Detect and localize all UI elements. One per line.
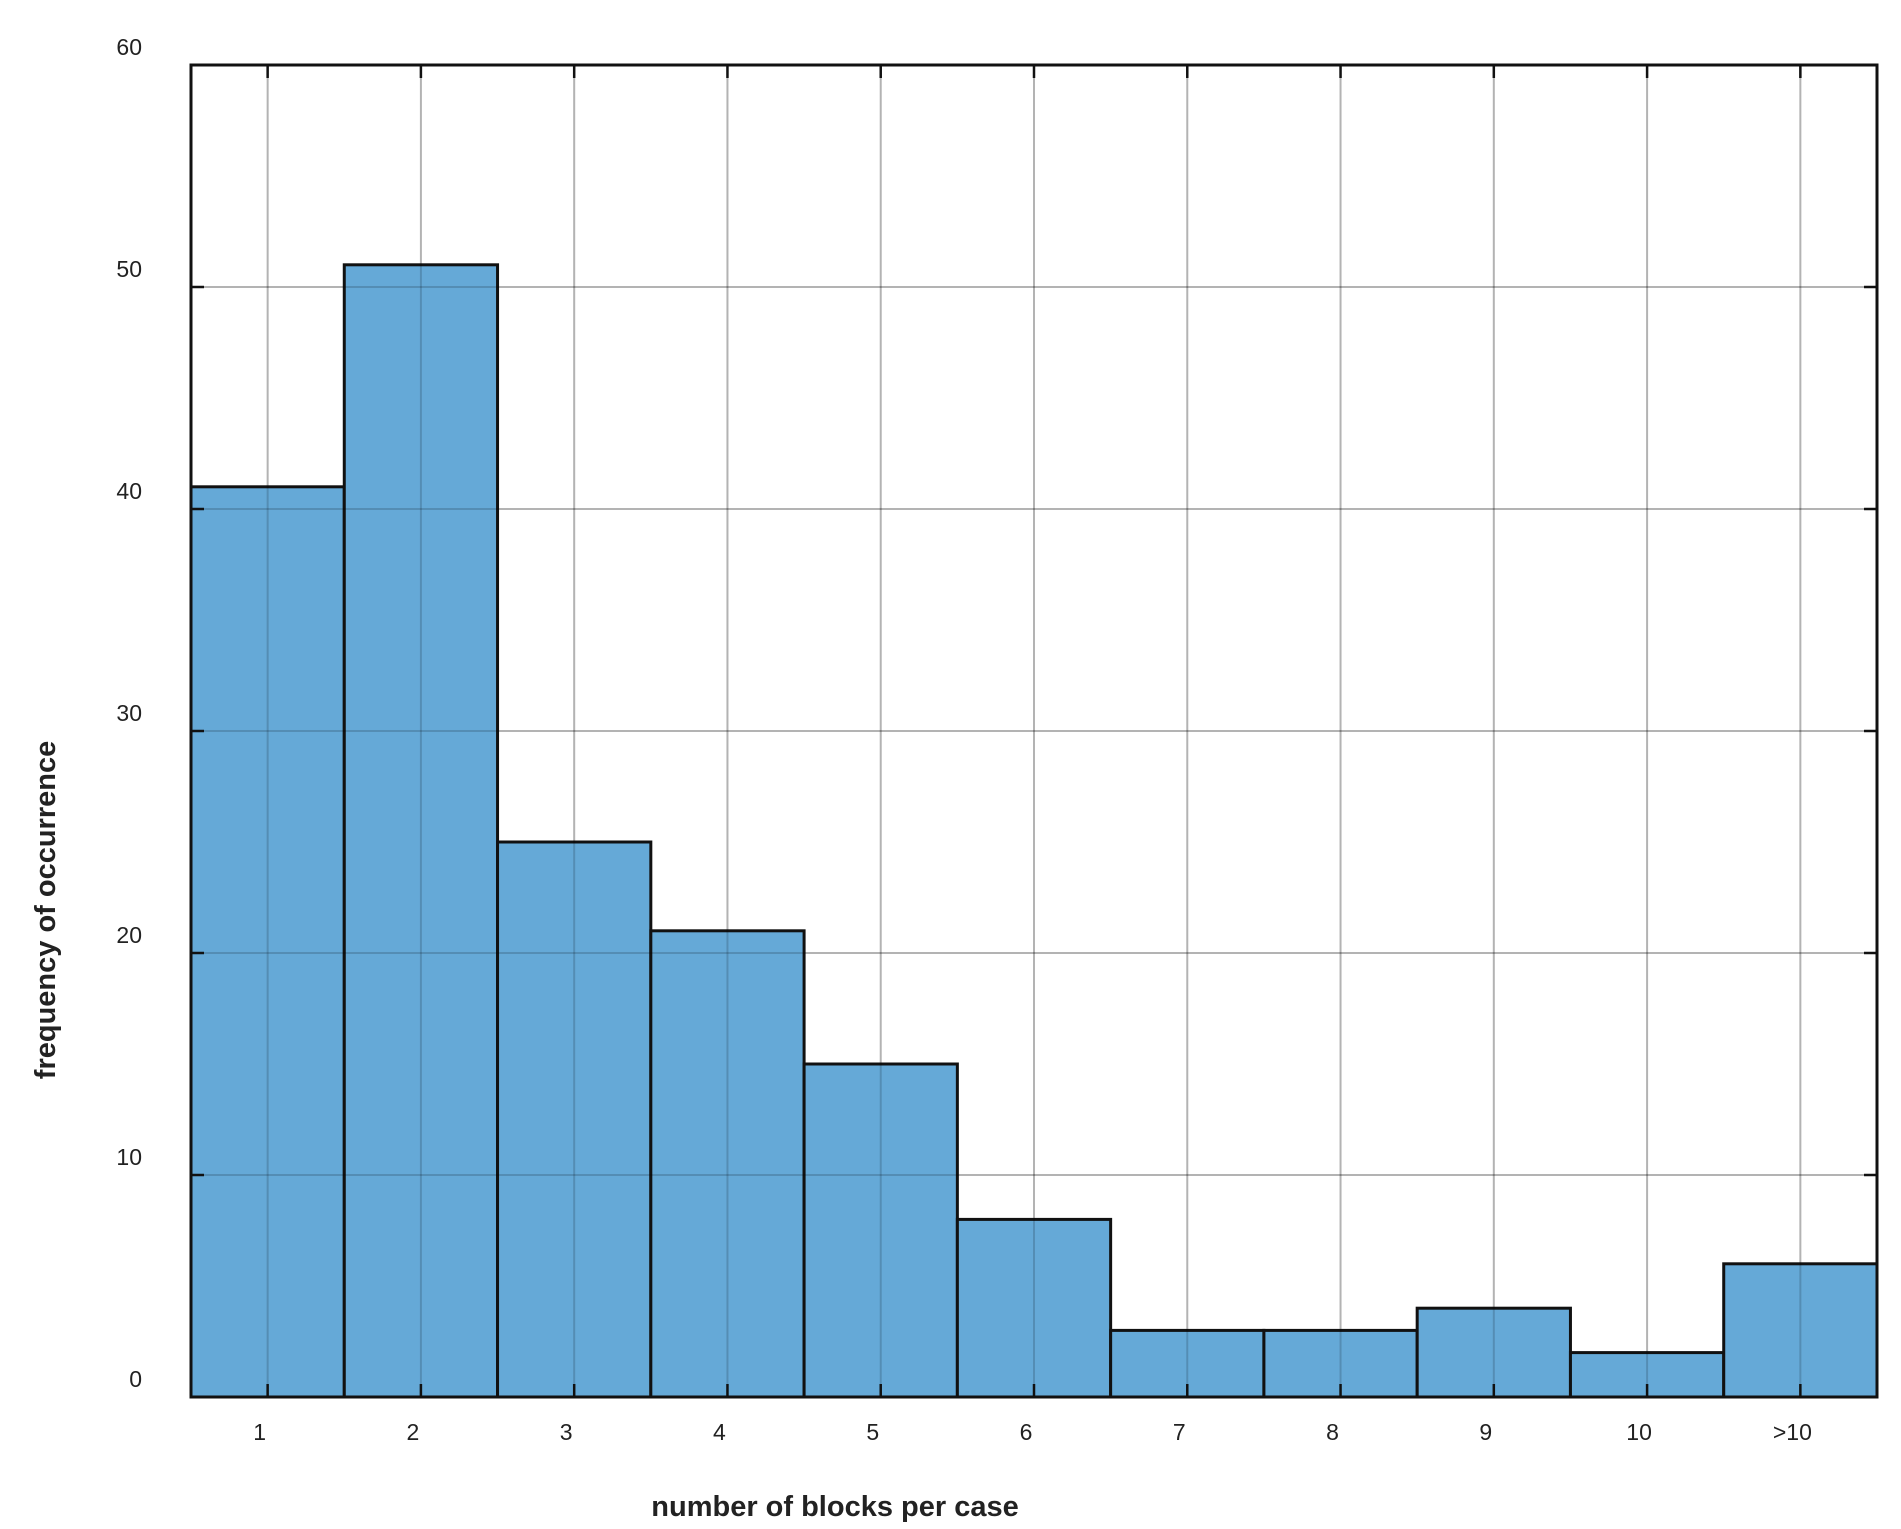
x-tick-label: >10 [1773,1419,1812,1445]
x-tick-labels: 1 2 3 4 5 6 7 8 9 10 >10 [253,1419,1812,1445]
x-tick-label: 8 [1326,1419,1339,1445]
x-tick-label: 1 [253,1419,266,1445]
bar [1415,1306,1572,1399]
y-tick-labels: 0 10 20 30 40 50 60 [116,34,142,1392]
bar [649,929,806,1399]
tick-marks [191,63,1877,1399]
y-tick-label: 60 [116,34,142,60]
y-tick-label: 40 [116,478,142,504]
x-axis-label: number of blocks per case [651,1491,1018,1523]
x-tick-label: 7 [1173,1419,1186,1445]
bar [1722,1262,1879,1399]
y-axis-label: frequency of occurrence [30,741,62,1079]
x-tick-label: 6 [1020,1419,1033,1445]
y-tick-label: 20 [116,922,142,948]
x-tick-label: 4 [713,1419,726,1445]
y-tick-label: 30 [116,700,142,726]
y-tick-label: 50 [116,256,142,282]
grid-overlay [191,65,1877,1397]
y-tick-label: 0 [129,1366,142,1392]
bar [802,1062,959,1399]
x-tick-label: 3 [560,1419,573,1445]
bar [955,1217,1113,1399]
x-tick-label: 10 [1626,1419,1652,1445]
x-tick-label: 2 [407,1419,420,1445]
x-tick-label: 5 [866,1419,879,1445]
bar [189,485,346,1399]
bars [189,263,1879,1399]
y-tick-label: 10 [116,1144,142,1170]
x-tick-label: 9 [1479,1419,1492,1445]
